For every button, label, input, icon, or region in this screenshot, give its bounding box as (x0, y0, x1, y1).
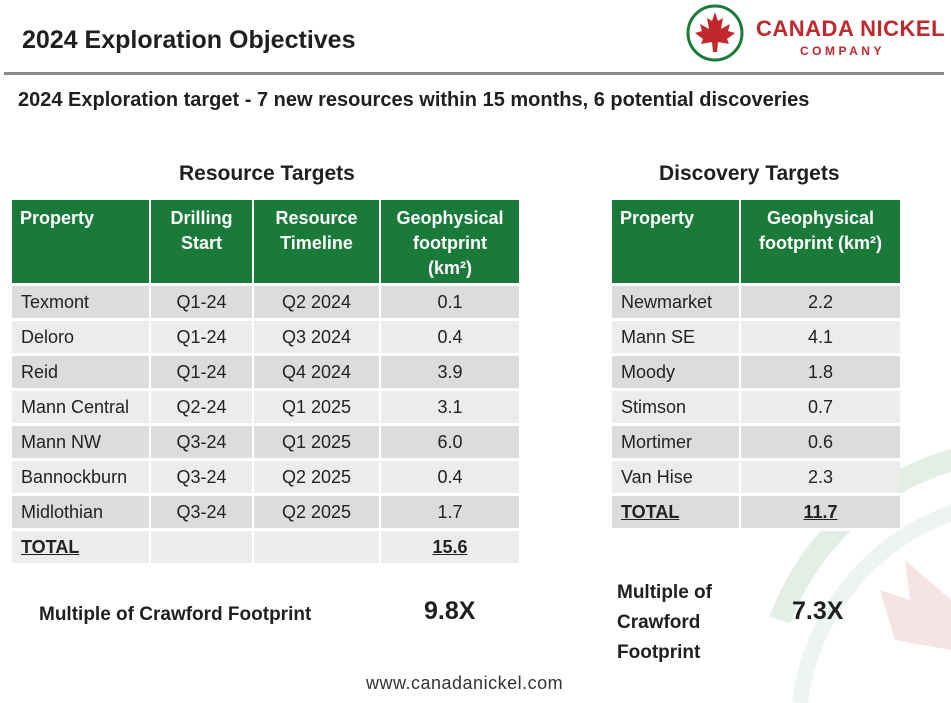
total-row: TOTAL 11.7 (612, 496, 900, 531)
resource-targets-heading: Resource Targets (179, 162, 355, 185)
maple-leaf-icon (686, 4, 744, 62)
column-header: Geophysical footprint (km²) (381, 200, 519, 286)
page-title: 2024 Exploration Objectives (22, 26, 356, 54)
property-cell: Mann Central (12, 391, 151, 426)
property-cell: Reid (12, 356, 151, 391)
column-header: Property (12, 200, 151, 286)
table-row: Mortimer 0.6 (612, 426, 900, 461)
column-header: Property (612, 200, 741, 286)
table-row: Midlothian Q3-24 Q2 2025 1.7 (12, 496, 519, 531)
drilling-start-cell: Q1-24 (151, 321, 254, 356)
footprint-cell: 2.3 (741, 461, 900, 496)
drilling-start-cell: Q1-24 (151, 286, 254, 321)
footprint-cell: 1.7 (381, 496, 519, 531)
footprint-cell: 0.4 (381, 461, 519, 496)
discovery-multiple-label: Multiple of Crawford Footprint (617, 582, 712, 663)
logo-wordmark: CANADA NICKEL (756, 16, 946, 41)
timeline-cell: Q3 2024 (254, 321, 381, 356)
table-row: Mann NW Q3-24 Q1 2025 6.0 (12, 426, 519, 461)
timeline-cell: Q1 2025 (254, 391, 381, 426)
drilling-start-cell: Q3-24 (151, 426, 254, 461)
table-row: Mann SE 4.1 (612, 321, 900, 356)
footprint-cell: 3.9 (381, 356, 519, 391)
timeline-cell: Q4 2024 (254, 356, 381, 391)
company-logo: CANADA NICKEL COMPANY (686, 4, 948, 64)
footprint-cell: 2.2 (741, 286, 900, 321)
property-cell: Van Hise (612, 461, 741, 496)
total-value: 15.6 (381, 531, 519, 566)
table-row: Newmarket 2.2 (612, 286, 900, 321)
resource-targets-table: Property Drilling Start Resource Timelin… (12, 200, 519, 566)
property-cell: Newmarket (612, 286, 741, 321)
footer-url: www.canadanickel.com (366, 673, 564, 693)
total-label: TOTAL (12, 531, 151, 566)
footprint-cell: 3.1 (381, 391, 519, 426)
total-value: 11.7 (741, 496, 900, 531)
footprint-cell: 4.1 (741, 321, 900, 356)
table-row: Van Hise 2.3 (612, 461, 900, 496)
table-row: Bannockburn Q3-24 Q2 2025 0.4 (12, 461, 519, 496)
column-header: Resource Timeline (254, 200, 381, 286)
table-row: Texmont Q1-24 Q2 2024 0.1 (12, 286, 519, 321)
empty-cell (151, 531, 254, 566)
page-subtitle: 2024 Exploration target - 7 new resource… (18, 89, 810, 111)
drilling-start-cell: Q1-24 (151, 356, 254, 391)
timeline-cell: Q2 2025 (254, 496, 381, 531)
resource-multiple-label: Multiple of Crawford Footprint (39, 604, 312, 625)
table-row: Reid Q1-24 Q4 2024 3.9 (12, 356, 519, 391)
header-divider (4, 72, 944, 75)
table-row: Moody 1.8 (612, 356, 900, 391)
property-cell: Stimson (612, 391, 741, 426)
footprint-cell: 0.1 (381, 286, 519, 321)
property-cell: Moody (612, 356, 741, 391)
timeline-cell: Q2 2025 (254, 461, 381, 496)
table-row: Stimson 0.7 (612, 391, 900, 426)
total-label: TOTAL (612, 496, 741, 531)
footprint-cell: 0.6 (741, 426, 900, 461)
property-cell: Mann SE (612, 321, 741, 356)
drilling-start-cell: Q3-24 (151, 461, 254, 496)
table-row: Deloro Q1-24 Q3 2024 0.4 (12, 321, 519, 356)
drilling-start-cell: Q2-24 (151, 391, 254, 426)
timeline-cell: Q2 2024 (254, 286, 381, 321)
table-row: Mann Central Q2-24 Q1 2025 3.1 (12, 391, 519, 426)
property-cell: Texmont (12, 286, 151, 321)
footprint-cell: 0.4 (381, 321, 519, 356)
property-cell: Deloro (12, 321, 151, 356)
property-cell: Mann NW (12, 426, 151, 461)
drilling-start-cell: Q3-24 (151, 496, 254, 531)
resource-multiple-value: 9.8X (424, 597, 476, 625)
footprint-cell: 1.8 (741, 356, 900, 391)
timeline-cell: Q1 2025 (254, 426, 381, 461)
footprint-cell: 0.7 (741, 391, 900, 426)
logo-subtext: COMPANY (800, 44, 885, 58)
empty-cell (254, 531, 381, 566)
discovery-targets-table: Property Geophysical footprint (km²) New… (612, 200, 900, 531)
footprint-cell: 6.0 (381, 426, 519, 461)
column-header: Geophysical footprint (km²) (741, 200, 900, 286)
column-header: Drilling Start (151, 200, 254, 286)
property-cell: Bannockburn (12, 461, 151, 496)
discovery-multiple-value: 7.3X (792, 597, 844, 625)
property-cell: Mortimer (612, 426, 741, 461)
discovery-targets-heading: Discovery Targets (659, 162, 840, 185)
property-cell: Midlothian (12, 496, 151, 531)
total-row: TOTAL 15.6 (12, 531, 519, 566)
